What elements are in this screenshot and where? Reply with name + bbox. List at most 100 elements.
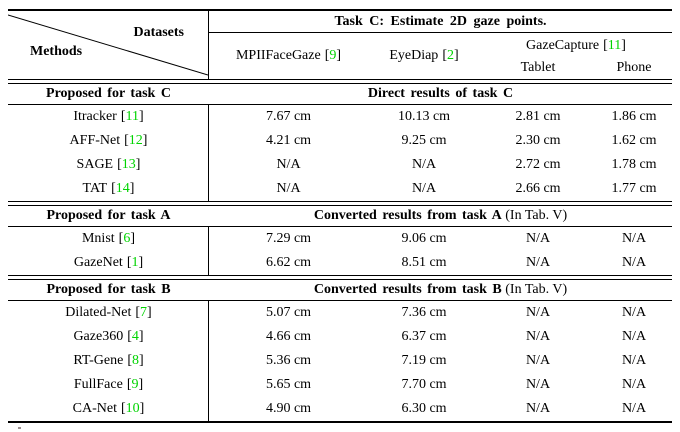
value-cell: 6.62 cm <box>265 255 312 270</box>
citation-link[interactable]: 14 <box>111 181 134 196</box>
value-cell: N/A <box>525 353 551 368</box>
citation-link[interactable]: 11 <box>603 38 626 53</box>
method-name: AFF-Net <box>69 133 121 148</box>
value-cell: 1.78 cm <box>611 157 657 172</box>
section-body: Mnist 6 7.29 cm 9.06 cm N/A N/A GazeNet 1 6.62 c… <box>8 227 672 275</box>
value-cell: 7.19 cm <box>401 353 447 368</box>
method-cell: FullFace 9 <box>8 373 209 397</box>
value-cell: 6.30 cm <box>401 401 447 416</box>
value-cell: 8.51 cm <box>401 255 447 270</box>
value-cell: N/A <box>621 377 647 392</box>
section-left-header: Proposed for task A <box>46 208 171 223</box>
methods-label: Methods <box>30 44 83 59</box>
citation-link[interactable]: 13 <box>117 157 140 172</box>
section-header-row: Proposed for task B Converted results fro… <box>8 280 672 300</box>
method-cell: SAGE13 <box>8 153 209 177</box>
table-section: Proposed for task C Direct results of tas… <box>8 79 672 201</box>
method-cell: AFF-Net12 <box>8 129 209 153</box>
method-name: SAGE <box>76 157 114 172</box>
method-cell: CA-Net 10 <box>8 397 209 421</box>
citation-link[interactable]: 8 <box>127 353 143 368</box>
table-bottom-rule <box>8 421 672 423</box>
method-cell: Gaze3604 <box>8 325 209 349</box>
citation-link[interactable]: 9 <box>127 377 143 392</box>
method-name: TAT <box>82 181 108 196</box>
gazecapture-group-label: GazeCapture11 <box>480 33 672 56</box>
method-name: CA-Net <box>72 401 117 416</box>
section-header-row: Proposed for task C Direct results of tas… <box>8 84 672 104</box>
value-cell: 7.67 cm <box>265 109 312 124</box>
table-top-rule <box>8 9 672 11</box>
citation-link[interactable]: 7 <box>135 305 151 320</box>
value-cell: 2.30 cm <box>515 133 561 148</box>
value-cell: 7.36 cm <box>401 305 447 320</box>
citation-link[interactable]: 10 <box>121 401 144 416</box>
gazecapture-subcolumns: Tablet Phone <box>480 56 672 79</box>
value-cell: N/A <box>621 255 647 270</box>
method-name: RT-Gene <box>73 353 124 368</box>
citation-link[interactable]: 11 <box>121 109 144 124</box>
section-header-row: Proposed for task A Converted results fro… <box>8 206 672 226</box>
table-row: RT-Gene8 5.36 cm 7.19 cm N/A N/A <box>8 349 672 373</box>
method-name: Gaze360 <box>73 329 124 344</box>
section-body: Dilated-Net75.07 cm7.36 cmN/AN/AGaze3604… <box>8 301 672 421</box>
table-row: FullFace 9 5.65 cm 7.70 cm N/A N/A <box>8 373 672 397</box>
value-cell: 4.90 cm <box>265 401 312 416</box>
section-right-header: Direct results of task C <box>209 84 672 104</box>
subcolumn-header-tablet: Tablet <box>520 59 556 75</box>
table-row: Dilated-Net7 5.07 cm 7.36 cm N/A N/A <box>8 301 672 325</box>
table-row: Itracker 11 7.67 cm 10.13 cm 2.81 cm 1.86 cm <box>8 105 672 129</box>
section-right-header-note: (In Tab. V) <box>501 208 568 223</box>
value-cell: N/A <box>276 157 301 172</box>
value-cell: 7.29 cm <box>265 231 312 246</box>
column-divider-line <box>208 227 209 275</box>
dataset-name: GazeCapture <box>526 38 600 53</box>
table-row: Gaze3604 4.66 cm 6.37 cm N/A N/A <box>8 325 672 349</box>
section-right-header: Converted results from task B (In Tab. V… <box>209 280 672 300</box>
citation-link[interactable]: 9 <box>325 48 341 64</box>
value-cell: N/A <box>411 181 437 196</box>
method-name: Mnist <box>81 231 115 246</box>
section-body: Itracker 11 7.67 cm 10.13 cm 2.81 cm 1.86 cm A… <box>8 105 672 201</box>
scan-artifact-dot <box>18 427 21 429</box>
value-cell: 10.13 cm <box>397 109 451 124</box>
method-name: Itracker <box>73 109 117 124</box>
method-cell: TAT14 <box>8 177 209 201</box>
value-cell: 9.06 cm <box>401 231 447 246</box>
value-cell: 5.65 cm <box>265 377 312 392</box>
section-header-rule <box>8 104 672 105</box>
value-cell: N/A <box>525 231 551 246</box>
subcolumn-header-phone: Phone <box>616 59 652 75</box>
citation-link[interactable]: 12 <box>124 133 147 148</box>
value-cell: N/A <box>411 157 437 172</box>
citation-link[interactable]: 6 <box>119 231 135 246</box>
table-row: Mnist 6 7.29 cm 9.06 cm N/A N/A <box>8 227 672 251</box>
citation-link[interactable]: 2 <box>442 48 458 64</box>
table-row: AFF-Net12 4.21 cm 9.25 cm 2.30 cm 1.62 cm <box>8 129 672 153</box>
table-section: Proposed for task B Converted results fro… <box>8 275 672 421</box>
value-cell: 7.70 cm <box>401 377 447 392</box>
table-header: Datasets Methods Task C: Estimate 2D gaz… <box>8 11 672 79</box>
section-header-rule <box>8 226 672 227</box>
dataset-columns-row: MPIIFaceGaze 9 EyeDiap2 GazeCapture11 Tab… <box>209 33 672 79</box>
citation-link[interactable]: 1 <box>127 255 143 270</box>
header-right: Task C: Estimate 2D gaze points. MPIIFac… <box>209 11 672 79</box>
value-cell: N/A <box>525 255 551 270</box>
datasets-label: Datasets <box>133 25 184 40</box>
citation-link[interactable]: 4 <box>127 329 143 344</box>
method-cell: GazeNet 1 <box>8 251 209 275</box>
results-table: Datasets Methods Task C: Estimate 2D gaz… <box>8 9 672 423</box>
method-cell: RT-Gene8 <box>8 349 209 373</box>
method-name: GazeNet <box>73 255 123 270</box>
section-right-header-note: (In Tab. V) <box>501 282 568 297</box>
value-cell: N/A <box>621 353 647 368</box>
table-row: GazeNet 1 6.62 cm 8.51 cm N/A N/A <box>8 251 672 275</box>
method-cell: Dilated-Net7 <box>8 301 209 325</box>
value-cell: N/A <box>621 401 647 416</box>
diagonal-corner-cell: Datasets Methods <box>8 11 209 79</box>
dataset-name: MPIIFaceGaze <box>235 48 321 63</box>
table-row: CA-Net 10 4.90 cm 6.30 cm N/A N/A <box>8 397 672 421</box>
value-cell: 6.37 cm <box>401 329 447 344</box>
section-left-header: Proposed for task C <box>46 86 171 101</box>
